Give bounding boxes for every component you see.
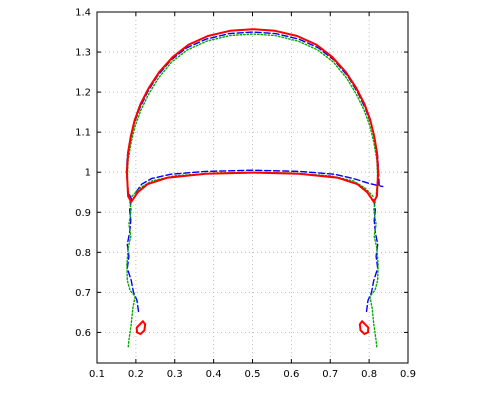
y-tick-label: 0.6: [75, 328, 91, 339]
series-dotted-1: [126, 33, 379, 350]
series-line-segment: [369, 197, 379, 350]
x-tick-label: 0.9: [400, 369, 416, 380]
y-tick-label: 1.4: [75, 8, 91, 19]
x-tick-label: 0.1: [89, 369, 105, 380]
series-line-segment: [135, 320, 147, 335]
series-line-segment: [358, 320, 370, 335]
x-tick-label: 0.6: [283, 369, 299, 380]
y-tick-label: 1.3: [75, 48, 91, 59]
y-tick-label: 0.7: [75, 288, 91, 299]
series-solid-2: [125, 28, 380, 335]
y-tick-label: 0.8: [75, 248, 91, 259]
axis-ticks: 0.1 0.2 0.3 0.4 0.5 0.6 0.7 0.8 0.9 0.6 0.7 0.8 0.9 1…: [75, 8, 416, 381]
x-tick-label: 0.8: [361, 369, 377, 380]
series-line-segment: [125, 28, 380, 203]
y-tick-label: 1.2: [75, 88, 91, 99]
x-tick-label: 0.7: [322, 369, 338, 380]
series-line-segment: [126, 197, 136, 350]
x-tick-label: 0.5: [245, 369, 261, 380]
series-line-segment: [365, 199, 379, 314]
series-layer: [125, 28, 384, 350]
series-line-segment: [135, 169, 384, 193]
series-line-segment: [130, 171, 375, 203]
y-tick-label: 1: [85, 168, 91, 179]
y-tick-label: 1.1: [75, 128, 91, 139]
y-tick-label: 0.9: [75, 208, 91, 219]
x-tick-label: 0.3: [167, 369, 183, 380]
series-line-segment: [125, 31, 380, 201]
x-tick-label: 0.4: [206, 369, 222, 380]
series-line-segment: [126, 33, 379, 197]
x-tick-label: 0.2: [128, 369, 144, 380]
series-line-segment: [126, 199, 140, 314]
